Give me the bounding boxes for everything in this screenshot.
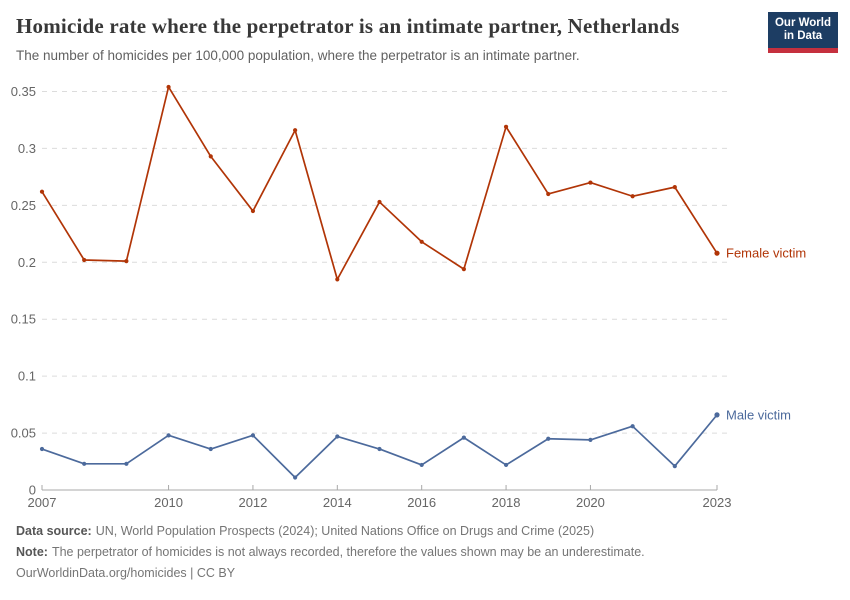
owid-logo-line1: Our World [774, 16, 831, 29]
note-label: Note: [16, 545, 48, 559]
y-tick-label: 0.05 [11, 426, 36, 441]
data-point[interactable] [82, 461, 87, 466]
data-point[interactable] [672, 463, 677, 469]
chart-subtitle: The number of homicides per 100,000 popu… [16, 48, 580, 63]
data-point[interactable] [461, 267, 466, 272]
data-point[interactable] [166, 433, 171, 438]
data-point[interactable] [630, 424, 635, 429]
data-point[interactable] [503, 462, 509, 468]
chart-header: Homicide rate where the perpetrator is a… [16, 12, 838, 63]
x-tick-label: 2023 [703, 495, 732, 510]
y-axis-labels: 0 0.05 0.1 0.15 0.2 0.25 0.3 0.35 [11, 84, 36, 498]
chart-title: Homicide rate where the perpetrator is a… [16, 14, 680, 38]
data-point[interactable] [546, 191, 551, 197]
data-point[interactable] [124, 461, 129, 466]
series-male-victim[interactable]: Male victim [39, 407, 791, 480]
data-point[interactable] [461, 435, 466, 440]
y-tick-label: 0.15 [11, 312, 36, 327]
data-point[interactable] [39, 189, 45, 194]
y-tick-label: 0.25 [11, 198, 36, 213]
x-tick-label: 2010 [154, 495, 183, 510]
data-point[interactable] [630, 194, 635, 199]
data-point[interactable] [208, 154, 213, 159]
x-tick-label: 2016 [407, 495, 436, 510]
x-tick-label: 2007 [28, 495, 57, 510]
note-line: Note: The perpetrator of homicides is not… [16, 542, 834, 563]
data-point[interactable] [82, 257, 87, 263]
y-tick-label: 0.2 [18, 255, 36, 270]
attribution-line: OurWorldinData.org/homicides | CC BY [16, 566, 236, 580]
series-line-male-victim[interactable] [41, 414, 718, 479]
data-point[interactable] [293, 128, 298, 133]
note-text: The perpetrator of homicides is not alwa… [51, 545, 645, 559]
data-point[interactable] [588, 437, 593, 443]
data-point[interactable] [293, 475, 298, 480]
data-point[interactable] [250, 208, 256, 214]
data-point[interactable] [714, 250, 720, 256]
data-point[interactable] [546, 436, 551, 441]
data-point[interactable] [503, 124, 509, 129]
series-label-male-victim: Male victim [726, 407, 791, 422]
data-point[interactable] [588, 180, 593, 185]
x-tick-label: 2014 [323, 495, 352, 510]
data-source-text: UN, World Population Prospects (2024); U… [95, 524, 595, 538]
y-tick-label: 0 [29, 483, 36, 498]
data-point[interactable] [208, 446, 213, 452]
chart-footer: Data source: UN, World Population Prospec… [16, 521, 834, 584]
data-point[interactable] [714, 412, 720, 418]
series-line-female-victim[interactable] [41, 86, 718, 281]
x-axis: 2007 2010 2012 2014 2016 2018 2020 2023 [28, 485, 732, 510]
y-tick-label: 0.1 [18, 369, 36, 384]
data-source-line: Data source: UN, World Population Prospec… [16, 521, 834, 542]
owid-logo: Our World in Data [768, 12, 838, 53]
data-source-label: Data source: [16, 524, 92, 538]
y-gridlines [42, 91, 727, 434]
data-point[interactable] [250, 433, 256, 438]
data-point[interactable] [166, 84, 171, 90]
data-point[interactable] [672, 185, 677, 190]
y-tick-label: 0.35 [11, 84, 36, 99]
data-point[interactable] [39, 446, 45, 452]
chart-header-text: Homicide rate where the perpetrator is a… [16, 14, 680, 63]
y-tick-label: 0.3 [18, 141, 36, 156]
series-female-victim[interactable]: Female victim [39, 84, 806, 282]
x-tick-label: 2020 [576, 495, 605, 510]
data-point[interactable] [335, 434, 340, 439]
owid-logo-line2: in Data [783, 30, 823, 42]
x-tick-label: 2012 [238, 495, 267, 510]
data-point[interactable] [377, 199, 382, 205]
data-point[interactable] [377, 446, 382, 452]
data-point[interactable] [419, 239, 424, 244]
x-tick-label: 2018 [492, 495, 521, 510]
series-label-female-victim: Female victim [726, 246, 806, 261]
data-point[interactable] [419, 462, 424, 468]
data-point[interactable] [335, 277, 340, 282]
data-point[interactable] [124, 259, 129, 264]
